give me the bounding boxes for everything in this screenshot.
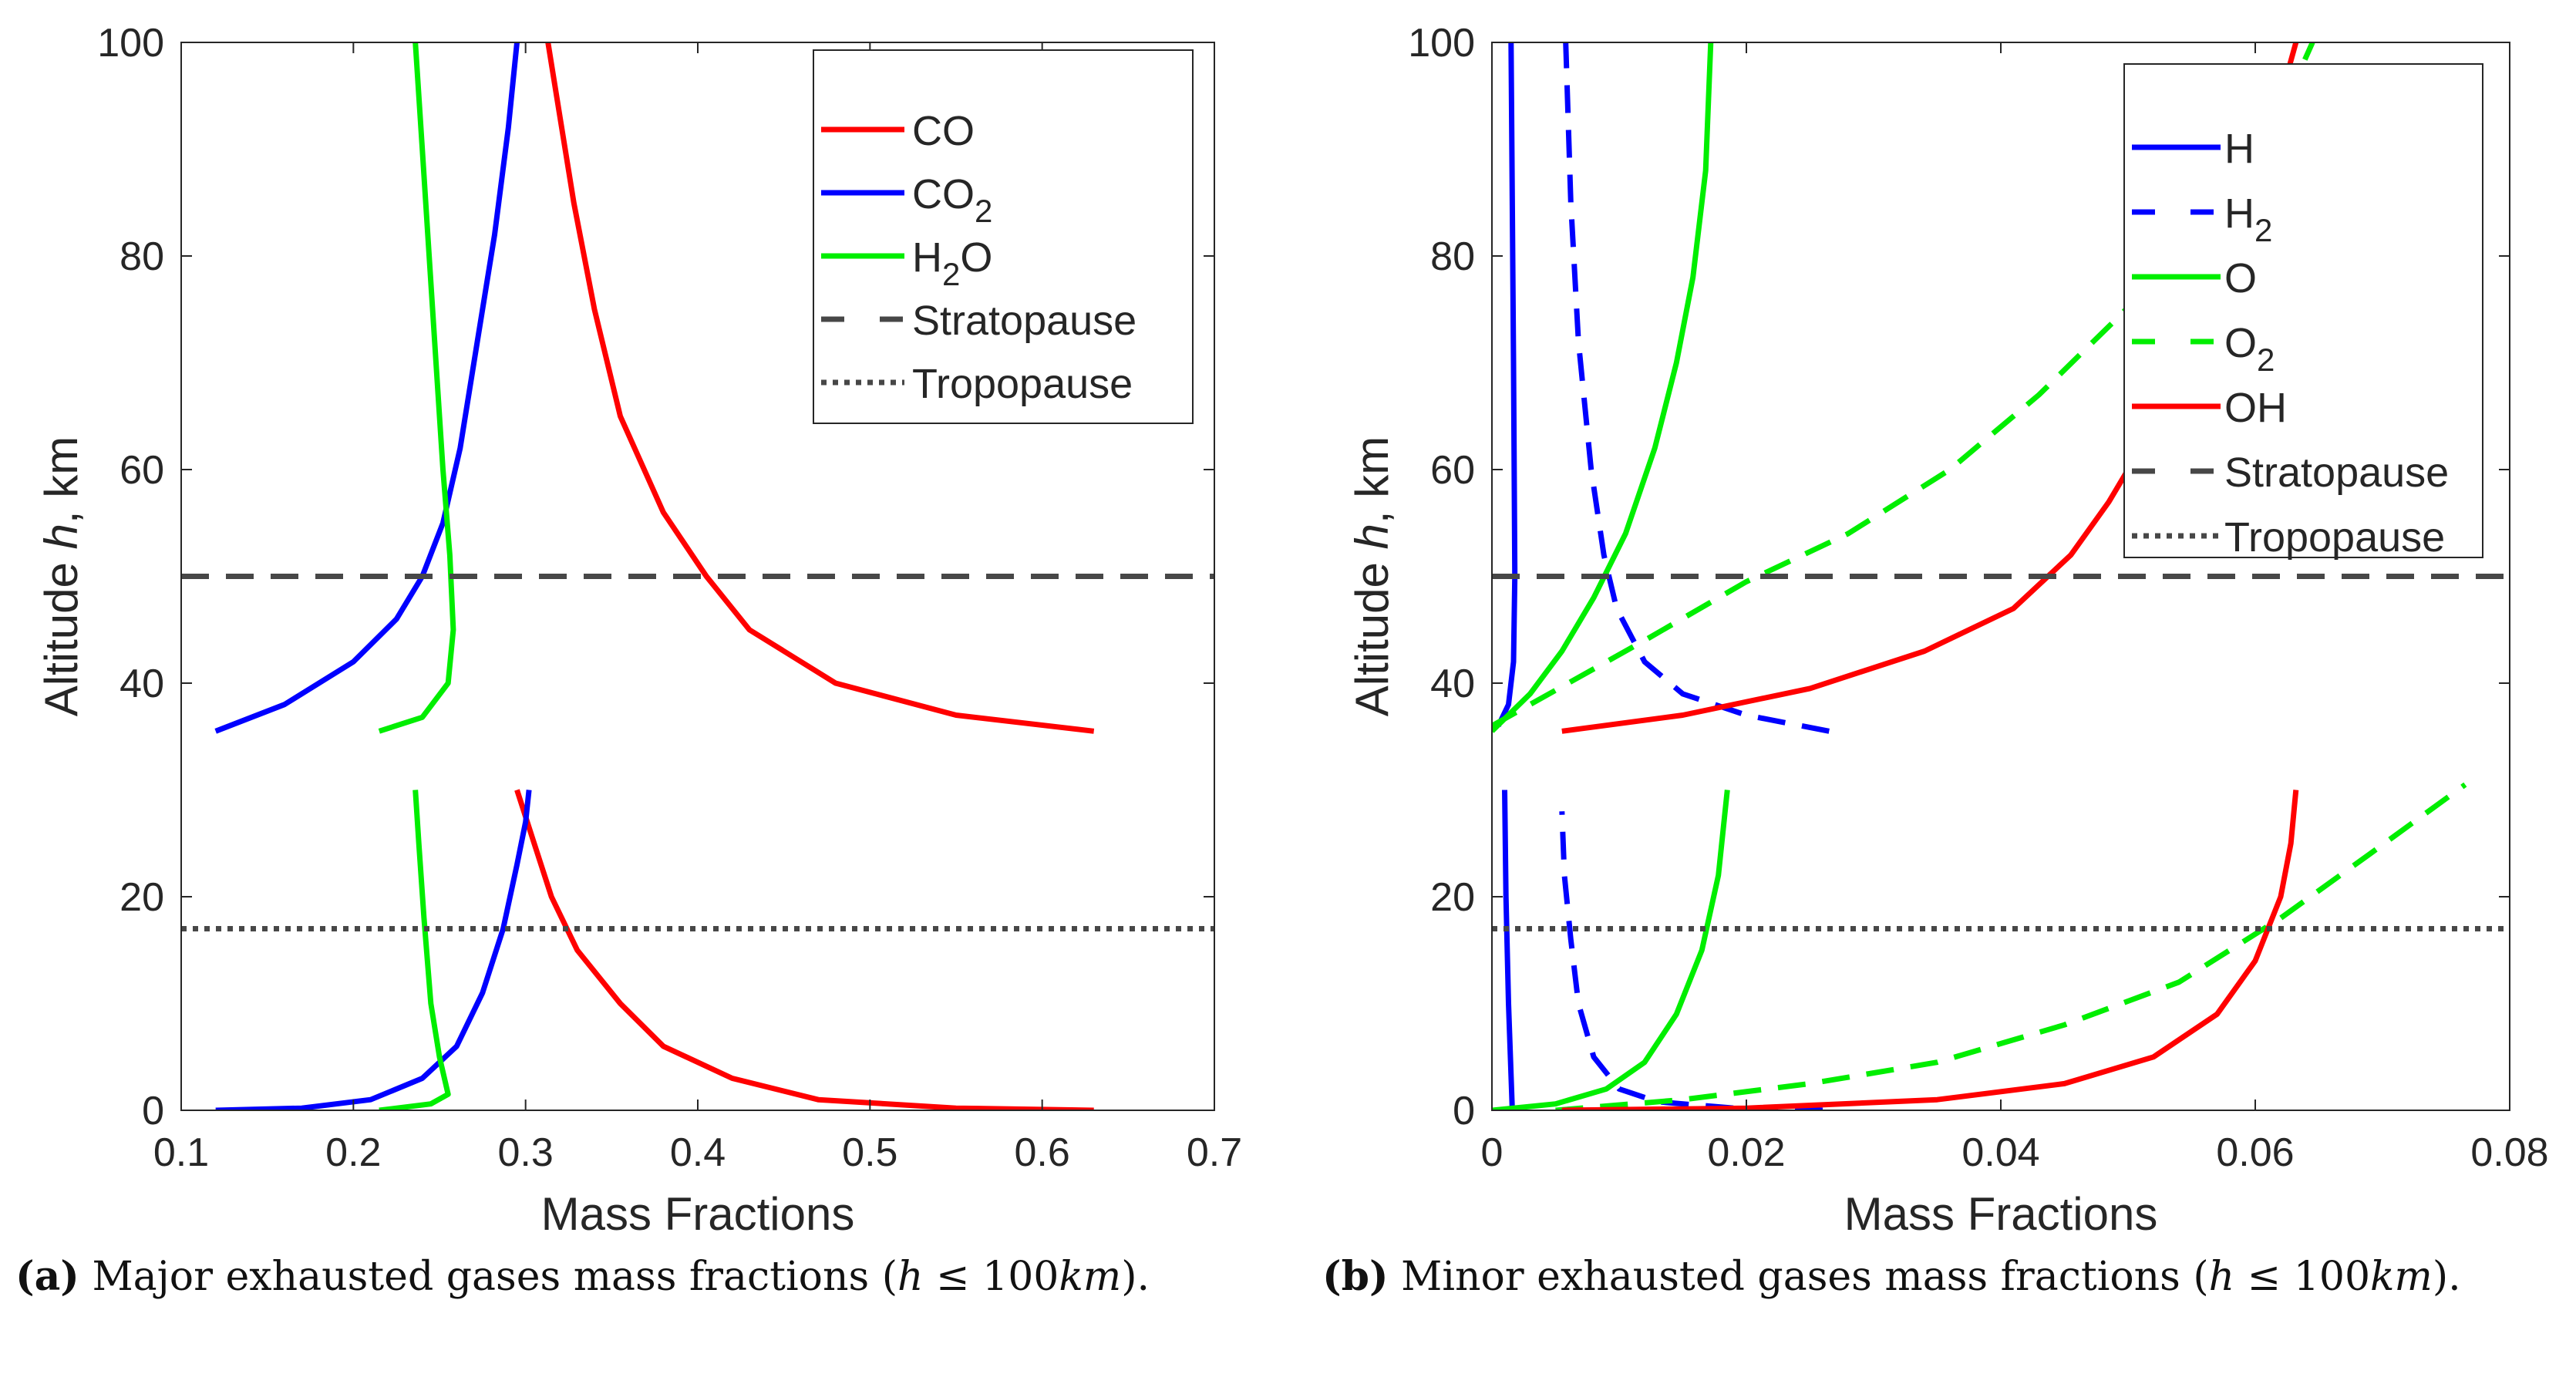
caption-a: (a) Major exhausted gases mass fractions… — [15, 1253, 1150, 1300]
legend-label-o: O — [2224, 255, 2257, 301]
legend-label-tropopause: Tropopause — [912, 361, 1133, 407]
y-tick-label: 60 — [120, 448, 164, 493]
legend-label-h2o: H2O — [912, 234, 992, 292]
legend-label-oh: OH — [2224, 385, 2287, 431]
series-line-co2-0 — [214, 42, 520, 734]
caption-a-var: h — [897, 1254, 924, 1300]
series-line-oh-2 — [1561, 790, 2299, 1110]
y-tick-label: 0 — [142, 1089, 164, 1133]
legend-label-co: CO — [912, 108, 975, 154]
x-axis-label: Mass Fractions — [541, 1188, 855, 1240]
series-line-o-0 — [1492, 42, 1714, 733]
caption-a-unit: km — [1059, 1254, 1122, 1300]
x-tick-label: 0.6 — [1015, 1130, 1070, 1175]
caption-b-unit: km — [2370, 1254, 2433, 1300]
y-tick-label: 80 — [1430, 234, 1475, 279]
caption-b-var: h — [2208, 1254, 2235, 1300]
series-line-oh-0 — [1561, 457, 2137, 734]
series-line-h2-0 — [1563, 42, 1830, 734]
series-group — [181, 42, 1214, 1110]
y-tick-label: 60 — [1430, 448, 1475, 493]
legend: H H2 O O2 OH Stratopause Tropopause — [2123, 63, 2483, 561]
chart-b: 0 0.02 0.04 0.06 0.08 0 20 40 60 80 100 Mass Fracti… — [1346, 21, 2549, 1240]
legend-label-o2: O2 — [2224, 320, 2275, 378]
series-line-co-0 — [545, 42, 1095, 734]
legend-label-tropopause: Tropopause — [2224, 514, 2445, 561]
y-axis-label: Altitude h, km — [35, 436, 87, 717]
x-axis-label: Mass Fractions — [1844, 1188, 2158, 1240]
legend-label-stratopause: Stratopause — [912, 298, 1136, 344]
caption-b: (b) Minor exhausted gases mass fractions… — [1322, 1253, 2461, 1300]
y-tick-label: 20 — [1430, 875, 1475, 920]
caption-b-rel: ≤ 100 — [2234, 1254, 2371, 1300]
x-tick-label: 0.02 — [1707, 1130, 1785, 1175]
series-line-o2-0 — [1492, 42, 2315, 729]
legend-label-co2: CO2 — [912, 171, 992, 229]
series-line-h2o-1 — [379, 790, 451, 1110]
caption-b-close: ). — [2432, 1254, 2461, 1300]
series-line-co2-1 — [215, 790, 532, 1110]
series-line-o-1 — [1492, 790, 1730, 1110]
x-tick-label: 0.3 — [498, 1130, 554, 1175]
x-tick-label: 0 — [1481, 1130, 1504, 1175]
x-tick-label: 0.04 — [1961, 1130, 2039, 1175]
y-tick-label: 0 — [1453, 1089, 1475, 1133]
y-tick-label: 20 — [120, 875, 164, 920]
y-tick-label: 80 — [120, 234, 164, 279]
x-tick-label: 0.7 — [1187, 1130, 1242, 1175]
caption-a-rel: ≤ 100 — [923, 1254, 1059, 1300]
series-line-h-1 — [1502, 790, 1515, 1110]
chart-a: 0.1 0.2 0.3 0.4 0.5 0.6 0.7 0 20 40 60 80 100 Mass Fr… — [35, 21, 1242, 1240]
legend-label-h2: H2 — [2224, 190, 2272, 248]
caption-a-text: Major exhausted gases mass fractions ( — [92, 1254, 897, 1300]
legend-box — [813, 49, 1194, 424]
x-tick-label: 0.1 — [153, 1130, 209, 1175]
caption-a-letter: (a) — [15, 1253, 79, 1300]
legend-label-h: H — [2224, 126, 2254, 172]
series-line-h2o-0 — [378, 42, 456, 734]
y-tick-label: 40 — [120, 662, 164, 706]
series-line-co-1 — [514, 789, 1094, 1110]
x-tick-label: 0.4 — [670, 1130, 726, 1175]
x-tick-label: 0.06 — [2216, 1130, 2294, 1175]
y-axis-label: Altitude h, km — [1346, 436, 1398, 717]
x-tick-label: 0.08 — [2470, 1130, 2548, 1175]
series-line-h-0 — [1496, 42, 1518, 727]
y-tick-label: 100 — [1408, 21, 1475, 66]
series-line-o2-1 — [1555, 782, 2467, 1110]
x-tick-label: 0.5 — [842, 1130, 897, 1175]
caption-a-close: ). — [1121, 1254, 1150, 1300]
y-tick-label: 100 — [97, 21, 164, 66]
caption-b-letter: (b) — [1322, 1253, 1389, 1300]
series-group — [1492, 42, 2510, 1110]
caption-b-text: Minor exhausted gases mass fractions ( — [1401, 1254, 2209, 1300]
y-tick-label: 40 — [1430, 662, 1475, 706]
legend-label-stratopause: Stratopause — [2224, 450, 2449, 496]
x-tick-label: 0.2 — [325, 1130, 381, 1175]
